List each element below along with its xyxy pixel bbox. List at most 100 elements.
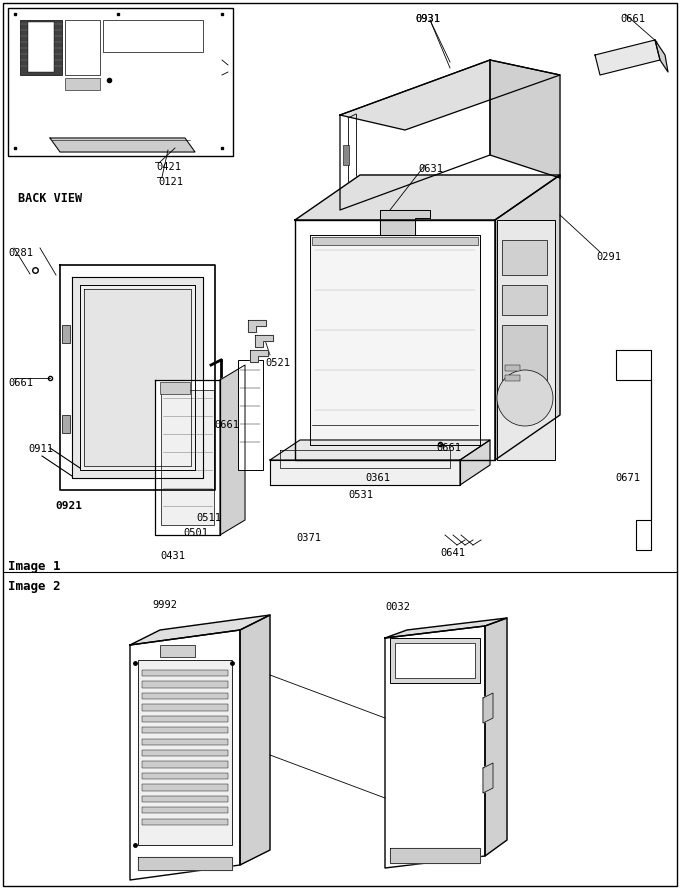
Bar	[497, 220, 555, 460]
Polygon shape	[80, 285, 195, 470]
Polygon shape	[50, 138, 195, 152]
Text: 0371: 0371	[296, 533, 321, 543]
Text: 0631: 0631	[418, 164, 443, 174]
Text: 0531: 0531	[348, 490, 373, 500]
Polygon shape	[483, 693, 493, 723]
Polygon shape	[130, 630, 240, 880]
Polygon shape	[155, 380, 220, 535]
Bar	[142, 739, 228, 745]
Text: 0421: 0421	[156, 162, 181, 172]
Bar	[8, 8, 233, 156]
Bar	[142, 704, 228, 710]
Polygon shape	[490, 60, 560, 178]
Text: 0671: 0671	[615, 473, 640, 483]
Bar	[142, 682, 228, 688]
Text: 0281: 0281	[8, 248, 33, 258]
Polygon shape	[390, 848, 480, 863]
Polygon shape	[595, 40, 660, 75]
Bar	[142, 727, 228, 733]
Text: 0641: 0641	[440, 548, 465, 558]
Bar	[142, 773, 228, 779]
Polygon shape	[220, 365, 245, 535]
Polygon shape	[340, 60, 560, 130]
Polygon shape	[655, 40, 668, 72]
Bar	[28, 22, 54, 72]
Text: 0921: 0921	[55, 501, 82, 511]
Bar	[62, 415, 70, 433]
Text: 0931: 0931	[415, 14, 440, 24]
Text: BACK VIEW: BACK VIEW	[18, 192, 82, 205]
Bar	[65, 78, 100, 90]
Polygon shape	[84, 289, 191, 466]
Bar	[505, 375, 520, 381]
Polygon shape	[130, 615, 270, 645]
Polygon shape	[485, 618, 507, 856]
Polygon shape	[295, 175, 560, 220]
Polygon shape	[248, 320, 266, 332]
Bar	[505, 365, 520, 371]
Bar	[65, 20, 100, 75]
Text: 0661: 0661	[436, 443, 461, 453]
Polygon shape	[60, 265, 215, 490]
Text: 0661: 0661	[214, 420, 239, 430]
Polygon shape	[72, 277, 203, 478]
Text: 0501: 0501	[183, 528, 208, 538]
Text: Image 1: Image 1	[8, 560, 61, 573]
Text: 0661: 0661	[620, 14, 645, 24]
Polygon shape	[385, 626, 485, 868]
Polygon shape	[310, 235, 480, 445]
Bar	[390, 638, 480, 683]
Bar	[395, 643, 475, 678]
Polygon shape	[385, 618, 507, 638]
Polygon shape	[380, 210, 430, 235]
Bar	[142, 784, 228, 790]
Bar	[142, 670, 228, 677]
Bar	[142, 716, 228, 722]
Polygon shape	[270, 460, 460, 485]
Bar	[502, 285, 547, 315]
Polygon shape	[340, 60, 490, 210]
Bar	[62, 325, 70, 343]
Polygon shape	[138, 857, 232, 870]
Polygon shape	[495, 175, 560, 460]
Text: 0361: 0361	[365, 473, 390, 483]
Text: 9992: 9992	[152, 600, 177, 610]
Text: 0032: 0032	[385, 602, 410, 612]
Bar	[142, 796, 228, 802]
Text: 0931: 0931	[415, 14, 440, 24]
Text: 0661: 0661	[8, 378, 33, 388]
Bar	[142, 750, 228, 757]
Text: 0291: 0291	[596, 252, 621, 262]
Text: Image 2: Image 2	[8, 580, 61, 593]
Bar	[238, 360, 263, 470]
Polygon shape	[295, 220, 495, 460]
Bar	[160, 382, 190, 394]
Bar	[142, 693, 228, 699]
Circle shape	[497, 370, 553, 426]
Polygon shape	[616, 350, 651, 550]
Bar	[161, 390, 214, 525]
Polygon shape	[483, 763, 493, 793]
Bar	[142, 807, 228, 813]
Bar	[103, 20, 203, 52]
Bar	[502, 325, 547, 380]
Polygon shape	[255, 335, 273, 347]
Bar	[312, 237, 478, 443]
Polygon shape	[270, 440, 490, 460]
Bar	[138, 660, 232, 845]
Text: 0521: 0521	[265, 358, 290, 368]
Bar	[160, 645, 195, 657]
Bar	[142, 819, 228, 825]
Text: 0431: 0431	[160, 551, 185, 561]
Bar	[312, 237, 478, 245]
Bar	[142, 762, 228, 768]
Bar	[343, 145, 349, 165]
Polygon shape	[250, 350, 268, 362]
Text: 0911: 0911	[28, 444, 53, 454]
Bar	[502, 240, 547, 275]
Polygon shape	[240, 615, 270, 865]
Text: 0511: 0511	[196, 513, 221, 523]
Bar	[20, 20, 62, 75]
Text: 0121: 0121	[158, 177, 183, 187]
Polygon shape	[460, 440, 490, 485]
